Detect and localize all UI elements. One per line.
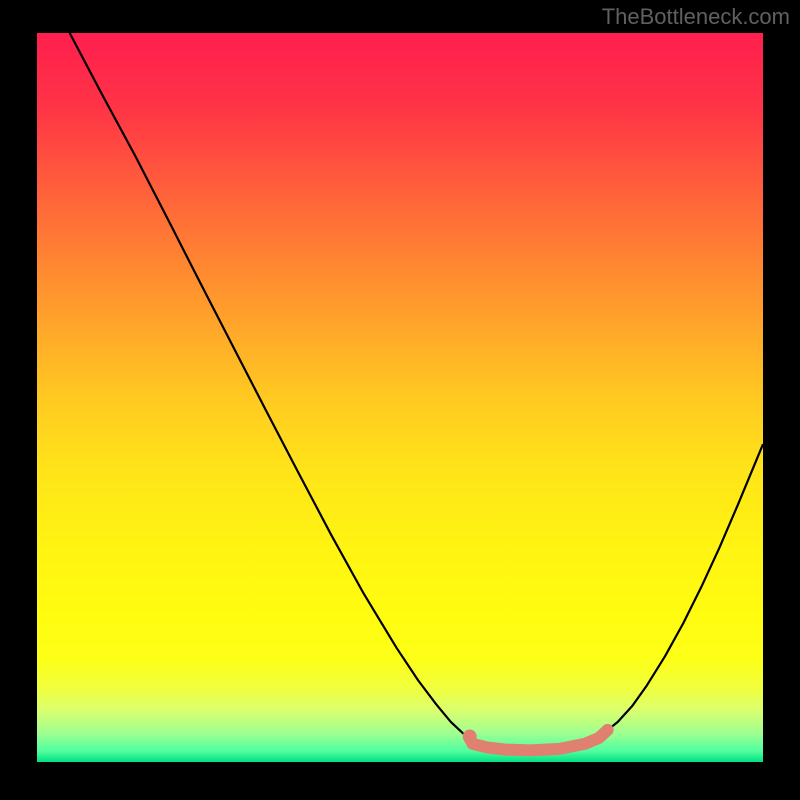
highlight-start-dot — [463, 729, 477, 743]
plot-area — [37, 33, 763, 762]
curve-layer — [37, 33, 763, 762]
watermark-text: TheBottleneck.com — [602, 4, 790, 30]
chart-frame: TheBottleneck.com — [0, 0, 800, 800]
bottleneck-curve — [70, 33, 763, 749]
optimal-range-highlight — [470, 730, 608, 750]
